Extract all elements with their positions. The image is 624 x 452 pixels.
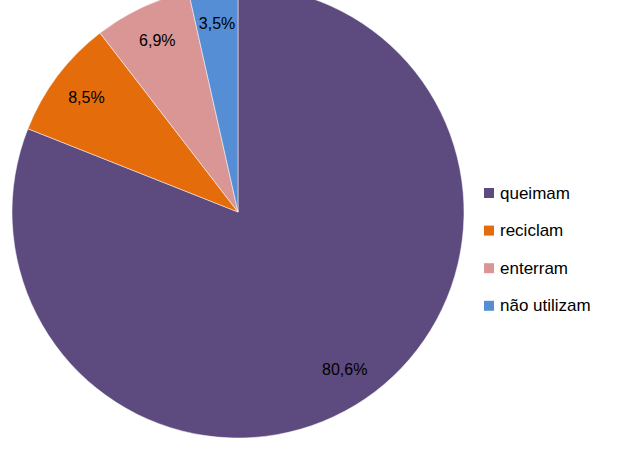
legend-label: queimam [500, 184, 570, 203]
legend-swatch [484, 226, 494, 236]
legend-label: reciclam [500, 221, 563, 240]
data-label: 8,5% [68, 89, 104, 106]
legend-label: não utilizam [500, 296, 591, 315]
pie-slice [12, 0, 464, 438]
chart-svg: 80,6% 8,5% 6,9% 3,5% queimam reciclam enterram… [0, 0, 624, 452]
data-label: 80,6% [322, 361, 367, 378]
chart-container: 80,6% 8,5% 6,9% 3,5% queimam reciclam enterram… [0, 0, 624, 452]
legend-swatch [484, 188, 494, 198]
pie-slice [188, 0, 238, 212]
legend-swatch [484, 301, 494, 311]
legend: queimam reciclam enterram não utilizam [484, 184, 591, 316]
slices [12, 0, 464, 438]
data-label: 6,9% [139, 32, 175, 49]
legend-label: enterram [500, 259, 568, 278]
legend-swatch [484, 263, 494, 273]
data-labels: 80,6% 8,5% 6,9% 3,5% [68, 15, 367, 378]
data-label: 3,5% [199, 15, 235, 32]
